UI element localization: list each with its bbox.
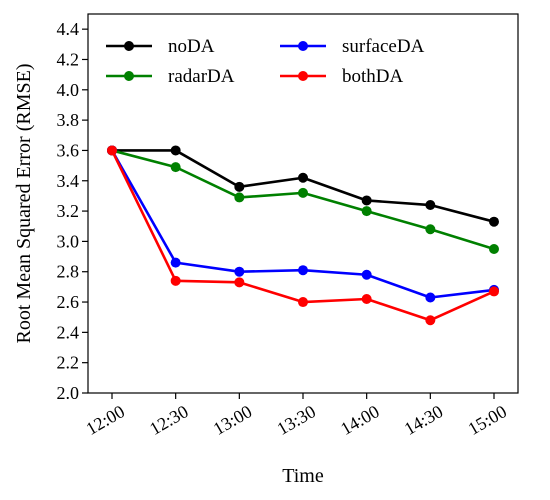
data-point-bothDA: [489, 286, 499, 297]
legend-swatch-marker: [298, 41, 308, 51]
data-point-bothDA: [361, 294, 372, 305]
series-surfaceDA: [107, 145, 499, 303]
legend-label: noDA: [168, 36, 215, 57]
data-point-radarDA: [361, 206, 372, 217]
y-axis-title: Root Mean Squared Error (RMSE): [13, 64, 35, 344]
y-tick-label: 3.8: [57, 110, 80, 130]
legend-label: bothDA: [342, 66, 404, 87]
y-tick-label: 2.4: [57, 322, 80, 342]
y-tick-label: 3.6: [57, 140, 80, 160]
data-point-surfaceDA: [361, 269, 372, 280]
data-point-noDA: [170, 145, 181, 156]
data-point-noDA: [298, 172, 308, 183]
data-point-bothDA: [425, 315, 436, 326]
legend-item-surfaceDA: surfaceDA: [280, 36, 425, 57]
legend-swatch-marker: [124, 41, 134, 51]
legend-item-radarDA: radarDA: [106, 66, 235, 87]
y-tick-label: 4.4: [57, 19, 80, 39]
legend: noDA surfaceDA radarDA bothDA: [106, 36, 425, 87]
data-point-radarDA: [425, 224, 436, 235]
data-point-radarDA: [234, 192, 245, 203]
y-tick-label: 3.0: [57, 231, 80, 251]
legend-swatch-marker: [124, 71, 134, 81]
x-tick-label: 14:30: [401, 401, 447, 439]
data-point-radarDA: [170, 162, 181, 173]
data-point-bothDA: [170, 275, 181, 286]
series-line-surfaceDA: [110, 149, 495, 299]
x-axis-title: Time: [282, 465, 324, 487]
series-line-radarDA: [111, 149, 495, 251]
data-point-bothDA: [298, 297, 308, 308]
series-line-noDA: [112, 149, 495, 223]
x-tick-label: 12:30: [146, 401, 192, 439]
series-bothDA: [107, 145, 499, 326]
x-tick-label: 13:00: [210, 401, 256, 439]
x-tick-label: 12:00: [82, 401, 128, 439]
data-point-surfaceDA: [234, 266, 245, 277]
data-point-bothDA: [107, 145, 117, 156]
x-tick-label: 13:30: [273, 401, 319, 439]
data-point-noDA: [489, 216, 499, 227]
legend-label: surfaceDA: [342, 36, 425, 57]
series-radarDA: [107, 145, 499, 254]
y-tick-label: 2.8: [57, 262, 80, 282]
y-tick-label: 2.0: [57, 383, 80, 403]
plot-area: [87, 13, 519, 394]
data-point-bothDA: [234, 277, 245, 288]
y-tick-label: 4.2: [57, 49, 80, 69]
y-tick-label: 3.2: [57, 201, 80, 221]
legend-item-bothDA: bothDA: [280, 66, 404, 87]
data-point-radarDA: [298, 187, 308, 198]
data-point-noDA: [234, 181, 245, 192]
y-tick-label: 3.4: [57, 171, 80, 191]
x-tick-label: 15:00: [464, 401, 510, 439]
legend-label: radarDA: [168, 66, 235, 87]
plot-frame: [87, 13, 519, 394]
data-point-surfaceDA: [298, 265, 308, 276]
data-point-surfaceDA: [425, 292, 436, 303]
y-tick-label: 4.0: [57, 80, 80, 100]
series-noDA: [107, 145, 499, 227]
x-tick-label: 14:00: [337, 401, 383, 439]
data-point-surfaceDA: [170, 257, 181, 268]
legend-swatch-marker: [298, 71, 308, 81]
series-marks: [107, 145, 499, 326]
data-point-noDA: [425, 200, 436, 211]
legend-item-noDA: noDA: [106, 36, 215, 57]
data-point-radarDA: [489, 243, 499, 254]
y-tick-label: 2.2: [57, 353, 80, 373]
y-tick-label: 2.6: [57, 292, 80, 312]
data-point-noDA: [361, 195, 372, 206]
